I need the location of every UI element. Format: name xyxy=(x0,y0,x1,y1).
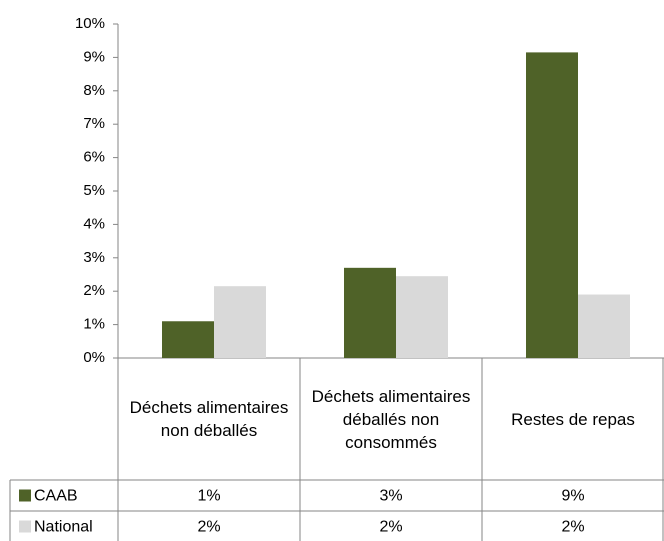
y-tick-label: 5% xyxy=(83,182,105,199)
y-tick-label: 8% xyxy=(83,82,105,99)
y-tick-label: 2% xyxy=(83,282,105,299)
legend-key xyxy=(19,489,31,502)
y-tick-label: 6% xyxy=(83,149,105,166)
x-tick-label: Déchets alimentaires déballés non consom… xyxy=(311,386,471,452)
bar xyxy=(344,267,396,358)
bar xyxy=(396,276,448,358)
y-tick-label: 1% xyxy=(83,316,105,333)
y-tick-label: 0% xyxy=(83,349,105,366)
legend-key xyxy=(19,520,31,533)
y-tick-label: 4% xyxy=(83,215,105,232)
bar xyxy=(578,294,630,358)
legend-label: National xyxy=(34,519,93,536)
x-tick-label: Déchets alimentaires non déballés xyxy=(129,398,289,440)
table-value: 3% xyxy=(379,488,402,505)
x-tick-label: Restes de repas xyxy=(511,409,635,429)
y-tick-label: 9% xyxy=(83,48,105,65)
y-tick-label: 7% xyxy=(83,115,105,132)
table-value: 1% xyxy=(197,488,220,505)
table-value: 2% xyxy=(197,519,220,536)
bar xyxy=(214,286,266,358)
legend-label: CAAB xyxy=(34,488,78,505)
table-value: 9% xyxy=(561,488,584,505)
y-tick-label: 10% xyxy=(75,15,105,32)
table-value: 2% xyxy=(379,519,402,536)
bar xyxy=(162,321,214,358)
bar xyxy=(526,52,578,358)
y-tick-label: 3% xyxy=(83,249,105,266)
table-value: 2% xyxy=(561,519,584,536)
